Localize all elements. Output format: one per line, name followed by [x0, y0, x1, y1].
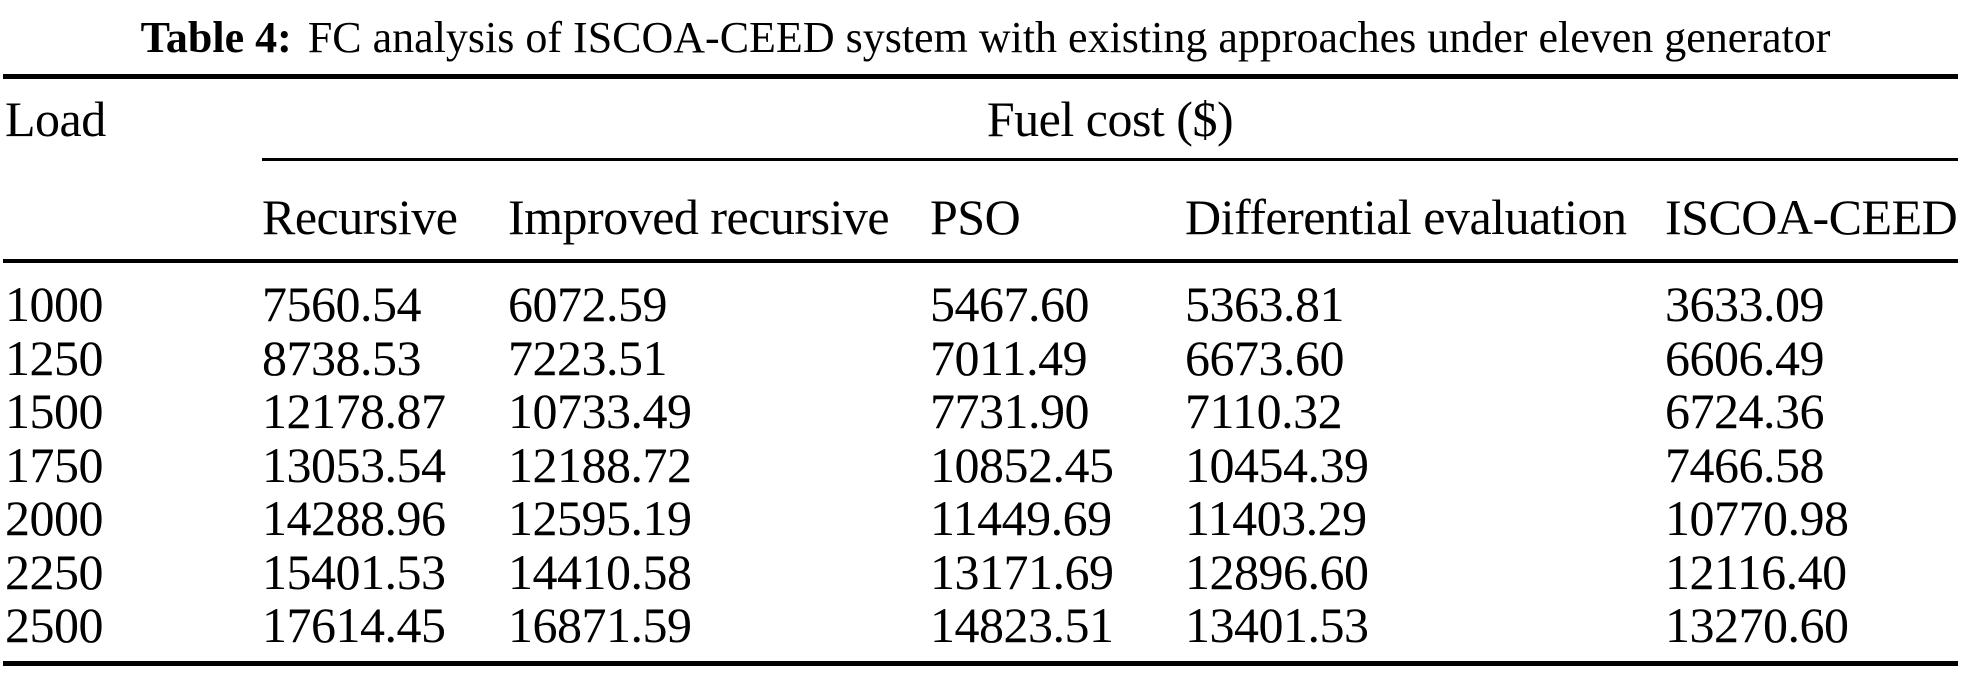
column-group-header-fuel-cost: Fuel cost ($) [986, 90, 1234, 147]
value-cell: 7731.90 [930, 383, 1090, 439]
load-cell: 2000 [5, 490, 104, 546]
value-cell: 12188.72 [508, 436, 692, 493]
spacer-cell [5, 203, 262, 217]
table-header-methods-row: Recursive Improved recursive PSO Differe… [5, 161, 1958, 259]
value-cell: 12896.60 [1185, 543, 1369, 600]
load-cell: 1500 [5, 383, 104, 439]
value-cell: 16871.59 [508, 597, 692, 653]
column-header-recursive: Recursive [262, 189, 458, 245]
value-cell: 13401.53 [1185, 597, 1369, 653]
table-row: 1750 13053.54 12188.72 10852.45 10454.39… [5, 436, 1958, 493]
value-cell: 7560.54 [262, 276, 422, 332]
value-cell: 6673.60 [1185, 329, 1345, 386]
table-caption: Table 4: FC analysis of ISCOA-CEED syste… [0, 0, 1971, 74]
table-row: 2250 15401.53 14410.58 13171.69 12896.60… [5, 543, 1958, 600]
table-row: 1500 12178.87 10733.49 7731.90 7110.32 6… [5, 382, 1958, 439]
value-cell: 7466.58 [1665, 436, 1825, 493]
value-cell: 8738.53 [262, 329, 422, 386]
value-cell: 13270.60 [1665, 597, 1849, 653]
value-cell: 10454.39 [1185, 436, 1369, 493]
header-bottom-rule [3, 259, 1958, 263]
value-cell: 5363.81 [1185, 276, 1345, 332]
load-cell: 1000 [5, 276, 104, 332]
value-cell: 6072.59 [508, 276, 668, 332]
table-body: 1000 7560.54 6072.59 5467.60 5363.81 363… [5, 263, 1958, 653]
table-bottom-rule [3, 660, 1958, 666]
value-cell: 11449.69 [930, 490, 1112, 546]
value-cell: 17614.45 [262, 597, 446, 653]
value-cell: 5467.60 [930, 276, 1090, 332]
column-header-iscoa-ceed: ISCOA-CEED [1665, 189, 1958, 245]
column-header-pso: PSO [930, 189, 1021, 245]
table-row: 2000 14288.96 12595.19 11449.69 11403.29… [5, 489, 1958, 546]
value-cell: 12595.19 [508, 490, 692, 546]
table-row: 2500 17614.45 16871.59 14823.51 13401.53… [5, 596, 1958, 653]
table-caption-label: Table 4: [140, 12, 292, 62]
table-caption-text: FC analysis of ISCOA-CEED system with ex… [307, 12, 1831, 62]
value-cell: 10733.49 [508, 383, 692, 439]
value-cell: 13171.69 [930, 543, 1114, 600]
value-cell: 14288.96 [262, 490, 446, 546]
value-cell: 12178.87 [262, 383, 446, 439]
column-header-differential-evaluation: Differential evaluation [1185, 189, 1627, 245]
group-header-rule [262, 158, 1958, 161]
data-table: Load Fuel cost ($) Recursive Improved re… [5, 79, 1958, 259]
value-cell: 11403.29 [1185, 490, 1367, 546]
value-cell: 10852.45 [930, 436, 1114, 493]
value-cell: 7223.51 [508, 329, 668, 386]
value-cell: 13053.54 [262, 436, 446, 493]
table-row: 1250 8738.53 7223.51 7011.49 6673.60 660… [5, 329, 1958, 386]
column-header-load: Load [5, 90, 106, 147]
value-cell: 7011.49 [930, 329, 1088, 386]
value-cell: 6606.49 [1665, 329, 1825, 386]
load-cell: 1250 [5, 329, 104, 386]
load-cell: 2500 [5, 597, 104, 653]
group-header-rule-row [5, 158, 1958, 161]
value-cell: 14823.51 [930, 597, 1114, 653]
value-cell: 15401.53 [262, 543, 446, 600]
value-cell: 7110.32 [1185, 383, 1343, 439]
value-cell: 3633.09 [1665, 276, 1825, 332]
table-top-rule [3, 74, 1958, 79]
column-header-improved-recursive: Improved recursive [508, 189, 890, 245]
value-cell: 12116.40 [1665, 543, 1847, 600]
value-cell: 14410.58 [508, 543, 692, 600]
load-cell: 1750 [5, 436, 104, 493]
value-cell: 10770.98 [1665, 490, 1849, 546]
load-cell: 2250 [5, 543, 104, 600]
table-header-group-row: Load Fuel cost ($) [5, 79, 1958, 158]
value-cell: 6724.36 [1665, 383, 1825, 439]
table-row: 1000 7560.54 6072.59 5467.60 5363.81 363… [5, 275, 1958, 332]
